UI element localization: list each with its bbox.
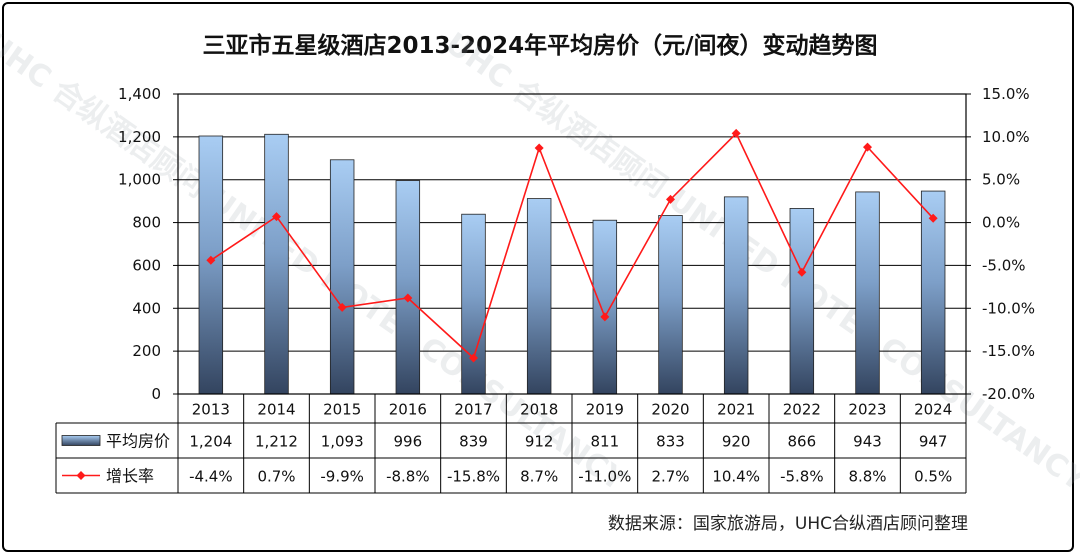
left-axis-tick-label: 200 bbox=[132, 342, 161, 360]
x-tick-label: 2020 bbox=[651, 401, 689, 419]
x-tick-label: 2016 bbox=[389, 401, 427, 419]
growth-point-2016 bbox=[403, 293, 413, 303]
bar-2016 bbox=[395, 180, 421, 395]
right-axis-tick-label: 15.0% bbox=[982, 85, 1030, 103]
right-axis-tick-label: -10.0% bbox=[982, 299, 1035, 317]
bar-2015 bbox=[329, 159, 355, 395]
bar-value-label: 1,204 bbox=[189, 433, 232, 451]
growth-value-label: -11.0% bbox=[578, 468, 631, 486]
bar-value-label: 866 bbox=[788, 433, 817, 451]
left-axis-tick-label: 1,400 bbox=[118, 85, 161, 103]
growth-value-label: 2.7% bbox=[651, 468, 689, 486]
bar-2021 bbox=[723, 196, 749, 395]
growth-value-label: 0.5% bbox=[914, 468, 952, 486]
bar-2019 bbox=[592, 219, 618, 395]
x-tick-label: 2018 bbox=[520, 401, 558, 419]
bar-value-label: 1,093 bbox=[321, 433, 364, 451]
data-source-note: 数据来源：国家旅游局，UHC合纵酒店顾问整理 bbox=[607, 514, 968, 534]
x-tick-label: 2023 bbox=[848, 401, 886, 419]
bar-value-label: 943 bbox=[853, 433, 882, 451]
right-axis-tick-label: 5.0% bbox=[982, 171, 1020, 189]
growth-value-label: 10.4% bbox=[712, 468, 760, 486]
growth-value-label: -8.8% bbox=[386, 468, 430, 486]
growth-point-2019 bbox=[600, 312, 610, 322]
x-tick-label: 2019 bbox=[586, 401, 624, 419]
growth-value-label: 8.8% bbox=[848, 468, 886, 486]
right-axis-tick-label: 10.0% bbox=[982, 128, 1030, 146]
bar-2017 bbox=[461, 213, 486, 395]
x-tick-label: 2015 bbox=[323, 401, 361, 419]
growth-point-2014 bbox=[272, 212, 281, 222]
left-axis-tick-label: 600 bbox=[132, 256, 161, 274]
x-tick-label: 2021 bbox=[717, 401, 755, 419]
growth-point-2024 bbox=[928, 213, 938, 223]
left-axis-tick-label: 0 bbox=[151, 385, 161, 403]
bar-value-label: 811 bbox=[591, 433, 620, 451]
growth-point-2017 bbox=[469, 353, 478, 363]
growth-rate-line bbox=[210, 132, 934, 360]
bar-value-label: 833 bbox=[656, 433, 685, 451]
bar-2020 bbox=[658, 215, 683, 395]
x-tick-label: 2013 bbox=[192, 401, 230, 419]
chart-title: 三亚市五星级酒店2013-2024年平均房价（元/间夜）变动趋势图 bbox=[202, 33, 878, 59]
left-axis-tick-label: 1,200 bbox=[118, 128, 161, 146]
left-axis-tick-label: 1,000 bbox=[118, 171, 161, 189]
bar-value-label: 947 bbox=[919, 433, 948, 451]
bar-value-label: 920 bbox=[722, 433, 751, 451]
bar-value-label: 1,212 bbox=[255, 433, 298, 451]
x-tick-label: 2017 bbox=[454, 401, 492, 419]
legend-label-bar: 平均房价 bbox=[106, 432, 170, 451]
right-axis-tick-label: 0.0% bbox=[982, 214, 1020, 232]
right-axis-tick-label: -20.0% bbox=[982, 385, 1035, 403]
growth-point-2015 bbox=[337, 302, 347, 312]
right-axis-tick-label: -15.0% bbox=[982, 342, 1035, 360]
growth-point-2022 bbox=[797, 267, 807, 277]
right-axis-tick-label: -5.0% bbox=[982, 256, 1026, 274]
growth-value-label: -4.4% bbox=[189, 468, 233, 486]
legend-label-line: 增长率 bbox=[106, 467, 154, 486]
growth-point-2018 bbox=[534, 143, 544, 153]
growth-point-2021 bbox=[731, 128, 741, 138]
bar-2018 bbox=[526, 198, 552, 395]
growth-point-2023 bbox=[863, 142, 872, 152]
bar-2022 bbox=[789, 208, 815, 395]
x-tick-label: 2024 bbox=[914, 401, 952, 419]
bar-2023 bbox=[855, 191, 880, 395]
growth-value-label: 8.7% bbox=[520, 468, 558, 486]
bar-2013 bbox=[198, 135, 224, 395]
growth-value-label: 0.7% bbox=[257, 468, 295, 486]
left-axis-tick-label: 400 bbox=[132, 299, 161, 317]
left-axis-tick-label: 800 bbox=[132, 214, 161, 232]
growth-point-2020 bbox=[666, 194, 675, 204]
legend-swatch-bar bbox=[61, 435, 101, 446]
growth-value-label: -15.8% bbox=[447, 468, 500, 486]
bar-value-label: 912 bbox=[525, 433, 554, 451]
growth-value-label: -9.9% bbox=[320, 468, 364, 486]
growth-point-2013 bbox=[206, 255, 216, 265]
bar-value-label: 996 bbox=[394, 433, 423, 451]
growth-value-label: -5.8% bbox=[780, 468, 824, 486]
x-tick-label: 2014 bbox=[257, 401, 295, 419]
bar-2014 bbox=[264, 133, 289, 395]
x-tick-label: 2022 bbox=[783, 401, 821, 419]
bar-value-label: 839 bbox=[459, 433, 488, 451]
legend-marker-line bbox=[76, 471, 86, 480]
